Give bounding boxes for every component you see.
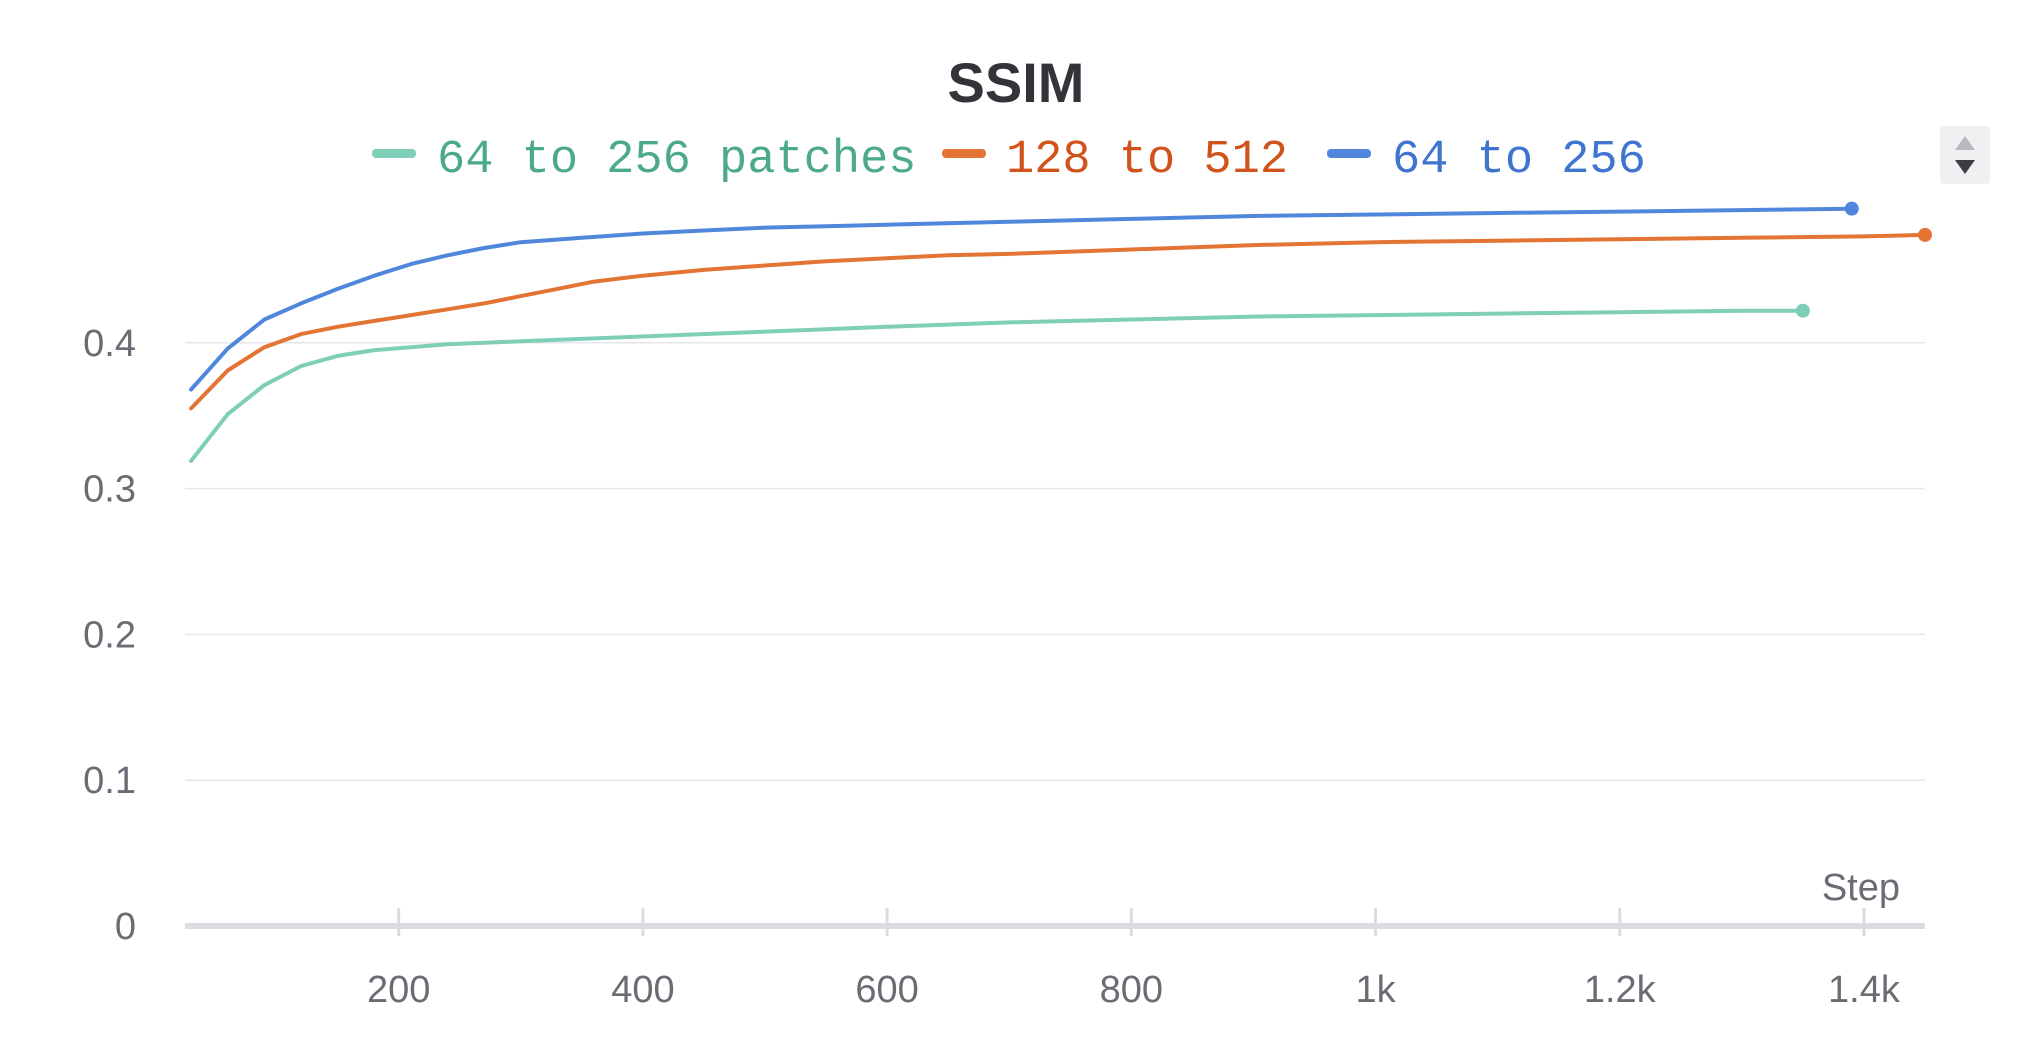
- y-axis-ticks: 0 0.1 0.2 0.3 0.4: [83, 323, 136, 948]
- x-axis-ticks: 200 400 600 800 1k 1.2k 1.4k: [367, 908, 1901, 1011]
- x-tick-label: 1.2k: [1584, 969, 1657, 1011]
- x-tick-label: 1.4k: [1828, 969, 1901, 1011]
- legend-item-2[interactable]: 128 to 512: [942, 134, 1288, 187]
- legend-scroll-control[interactable]: [1940, 126, 1990, 184]
- legend-swatch: [1327, 149, 1371, 158]
- legend: 64 to 256 patches 128 to 512 64 to 256: [372, 134, 1646, 187]
- grid: [185, 342, 1925, 781]
- triangle-up-icon[interactable]: [1955, 136, 1975, 150]
- series-line-3: [189, 206, 1854, 392]
- x-tick-label: 400: [611, 969, 674, 1011]
- legend-swatch: [372, 149, 416, 158]
- y-tick-label: 0.4: [83, 323, 136, 365]
- y-tick-label: 0.1: [83, 760, 136, 802]
- series-line-1: [189, 308, 1805, 463]
- series-end-point-2: [1918, 227, 1932, 242]
- y-tick-label: 0.3: [83, 469, 136, 511]
- series-end-point-3: [1844, 201, 1859, 216]
- series-line-2: [189, 232, 1927, 411]
- legend-label: 64 to 256 patches: [437, 134, 916, 187]
- x-tick-label: 200: [367, 969, 430, 1011]
- chart-title: SSIM: [948, 51, 1085, 114]
- x-tick-label: 800: [1100, 969, 1163, 1011]
- y-tick-label: 0: [115, 906, 136, 948]
- legend-item-1[interactable]: 64 to 256 patches: [372, 134, 916, 187]
- legend-item-3[interactable]: 64 to 256: [1327, 134, 1646, 187]
- x-axis-label: Step: [1822, 867, 1900, 909]
- series-end-point-1: [1795, 303, 1810, 318]
- x-tick-label: 600: [855, 969, 918, 1011]
- x-tick-label: 1k: [1355, 969, 1396, 1011]
- legend-scroll-background: [1940, 126, 1990, 184]
- y-tick-label: 0.2: [83, 614, 136, 656]
- triangle-down-icon[interactable]: [1955, 160, 1975, 174]
- legend-swatch: [942, 149, 986, 158]
- series-group: [189, 201, 1932, 463]
- legend-label: 64 to 256: [1392, 134, 1646, 187]
- legend-label: 128 to 512: [1006, 134, 1288, 187]
